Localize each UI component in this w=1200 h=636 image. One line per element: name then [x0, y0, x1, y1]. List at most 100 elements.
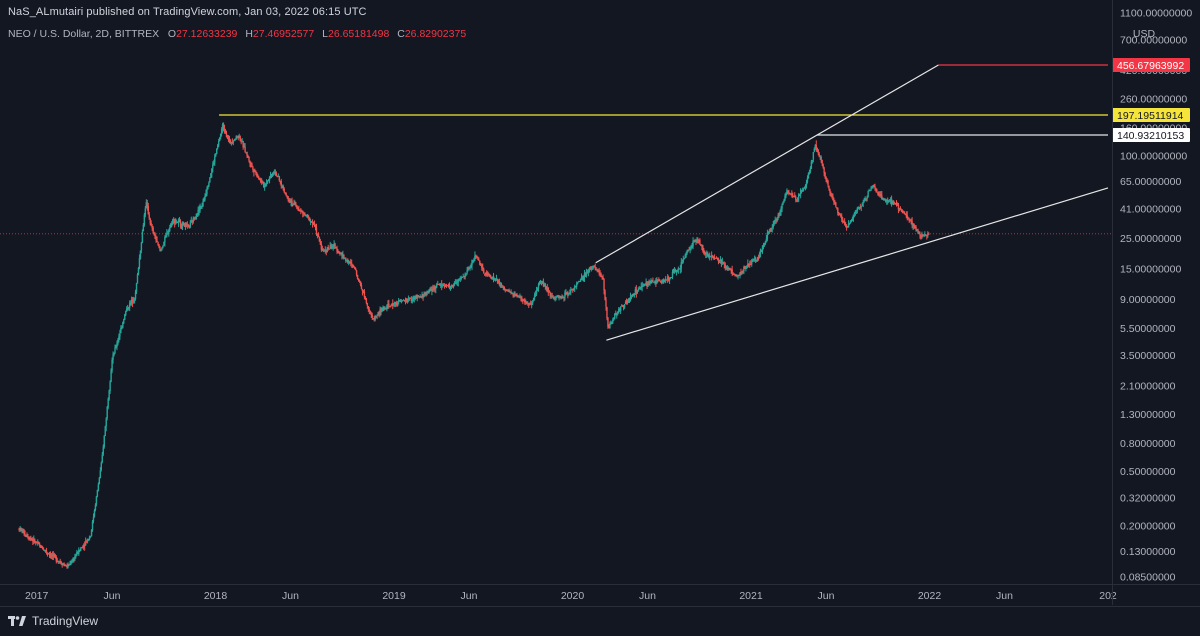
candle-body: [219, 133, 222, 138]
candle: [533, 292, 536, 301]
candle-body: [440, 284, 443, 286]
candle-body: [113, 353, 115, 356]
drawing-lines: [0, 64, 1112, 341]
candle-body: [683, 258, 685, 260]
candle: [665, 279, 668, 281]
candle-body: [158, 244, 160, 248]
candle: [253, 169, 255, 177]
candle: [910, 218, 912, 225]
y-tick-label: 25.00000000: [1120, 233, 1181, 245]
candle-body: [311, 221, 314, 223]
price-tag-box: [1112, 108, 1190, 123]
candle: [383, 306, 385, 312]
candle: [885, 198, 887, 203]
price-axis-separator: [1112, 0, 1113, 605]
candle-body: [671, 271, 674, 277]
candle-body: [592, 265, 594, 268]
candle-body: [551, 295, 553, 298]
candle-body: [561, 297, 563, 299]
candle: [225, 130, 228, 138]
candle: [320, 241, 323, 252]
candle-body: [520, 297, 522, 299]
candle: [670, 276, 673, 279]
symbol-name[interactable]: NEO / U.S. Dollar, 2D, BITTREX: [8, 28, 160, 40]
candle-body: [813, 148, 816, 152]
close-value: 26.82902375: [404, 28, 467, 40]
candle-body: [266, 180, 269, 184]
candle-body: [614, 313, 616, 318]
candle: [905, 211, 907, 219]
candle-body: [694, 240, 696, 242]
candle: [368, 307, 371, 315]
candle: [246, 151, 248, 159]
candle: [711, 254, 714, 259]
candle-body: [306, 214, 308, 216]
candle: [824, 171, 826, 179]
candle-body: [623, 304, 626, 308]
tradingview-logo[interactable]: TradingView: [8, 614, 98, 628]
candle: [440, 280, 443, 291]
candle: [357, 278, 360, 282]
candle: [592, 265, 594, 270]
candle: [704, 250, 706, 256]
candle-body: [424, 293, 426, 295]
candle: [404, 297, 407, 305]
candle: [580, 273, 583, 281]
candle: [334, 242, 336, 249]
candle-body: [141, 231, 144, 243]
candle: [89, 535, 92, 538]
candle: [892, 200, 895, 206]
candle: [888, 198, 891, 202]
candle-body: [728, 267, 730, 270]
candle: [792, 192, 794, 199]
candle-body: [150, 223, 152, 226]
x-tick-label: 202: [1099, 590, 1117, 602]
candle: [98, 476, 101, 485]
candle: [875, 187, 877, 193]
candle: [191, 219, 193, 226]
candle: [257, 173, 259, 178]
candle: [734, 273, 736, 277]
candle-body: [477, 257, 479, 259]
candle-body: [68, 564, 70, 566]
candle: [355, 269, 358, 277]
candle-body: [399, 301, 402, 303]
candle-body: [230, 141, 233, 143]
candle-body: [136, 274, 139, 284]
price-chart[interactable]: USD1100.00000000700.00000000420.00000000…: [0, 0, 1200, 606]
candle: [306, 213, 309, 219]
candle-body: [594, 267, 596, 269]
candle-body: [804, 184, 807, 188]
candle-body: [232, 141, 235, 143]
candle-body: [898, 208, 901, 210]
candle-body: [864, 198, 866, 201]
candle-body: [739, 272, 741, 276]
candle: [644, 283, 646, 286]
candle: [508, 288, 510, 293]
candle: [712, 255, 715, 260]
candle-body: [50, 554, 53, 556]
candle-body: [631, 294, 634, 297]
candle: [531, 299, 534, 306]
candle: [146, 199, 148, 211]
candle-body: [368, 309, 371, 311]
candle: [167, 230, 169, 235]
candle-body: [712, 256, 715, 258]
candle: [810, 159, 813, 169]
candle: [222, 122, 225, 132]
candle-body: [191, 220, 193, 223]
candle: [319, 238, 322, 246]
candle-body: [556, 295, 558, 297]
candle-body: [406, 299, 409, 302]
candle-body: [371, 314, 373, 318]
candle: [458, 278, 460, 282]
candle: [489, 274, 492, 279]
candle: [417, 295, 419, 298]
candle-body: [924, 234, 926, 236]
candle-body: [155, 238, 157, 241]
candle-body: [77, 552, 79, 554]
candle: [452, 283, 455, 289]
candle-body: [218, 137, 221, 141]
candle-body: [484, 273, 486, 275]
candle: [740, 268, 742, 276]
